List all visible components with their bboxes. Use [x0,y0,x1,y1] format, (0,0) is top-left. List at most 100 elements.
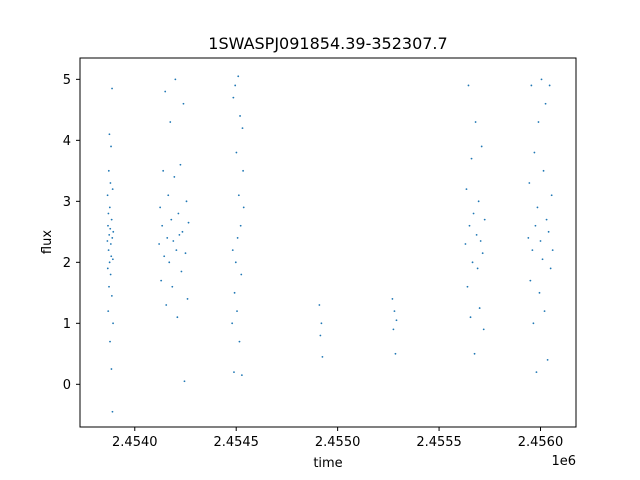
data-point [107,310,110,313]
data-point [467,84,470,87]
data-point [159,206,162,209]
data-point [533,151,536,154]
data-point [543,310,546,313]
y-tick-label: 2 [63,256,71,271]
data-point [108,133,111,136]
data-point [321,355,324,358]
data-point [173,176,176,178]
data-point [466,285,469,288]
data-point [394,352,397,355]
data-point [395,319,398,322]
data-point [479,240,482,242]
plot-frame [79,57,577,428]
data-point [183,380,186,383]
data-point [109,243,112,245]
data-point [181,230,184,233]
data-point [111,258,114,261]
data-point [468,224,471,227]
data-point [537,121,540,123]
data-point [239,224,242,227]
data-point [549,267,552,270]
data-point [483,218,486,221]
data-point [175,249,178,252]
data-point [106,240,109,242]
data-point [167,194,170,197]
x-axis-label: time [313,456,342,471]
data-point [538,291,541,294]
data-point [536,206,539,209]
data-point [532,322,535,325]
data-point [470,157,473,160]
data-point [465,188,468,191]
data-point [180,270,183,273]
data-point [238,340,241,343]
data-point [240,374,243,377]
data-point [111,87,113,90]
x-tick-label: 2.4555 [416,435,462,450]
data-point [531,249,534,252]
data-point [242,206,245,209]
data-point [481,252,484,255]
data-point [318,304,321,306]
data-point [107,169,110,172]
data-point [469,316,472,319]
data-point [534,224,537,227]
data-point [158,243,161,245]
data-point [234,261,237,264]
data-point [236,237,239,239]
data-point [109,227,112,230]
data-point [164,90,167,93]
data-point [108,261,111,264]
data-point [109,273,112,276]
data-point [107,249,110,252]
data-point [112,322,114,325]
data-point [551,249,554,252]
data-point [106,194,109,197]
data-point [106,267,109,270]
data-point [111,410,114,413]
data-point [530,84,533,87]
data-point [544,102,547,105]
data-point [539,240,542,242]
data-point [169,121,172,123]
data-point [535,371,538,374]
data-point [471,261,474,264]
data-point [111,237,114,239]
data-point [528,182,531,184]
data-point [170,218,173,221]
data-point [108,233,111,236]
y-tick-label: 3 [63,195,71,210]
y-tick-label: 1 [63,317,71,332]
data-point [547,230,550,233]
x-tick-label: 2.4540 [112,435,158,450]
data-point [107,224,109,227]
data-point [187,221,190,224]
data-point [107,212,110,215]
data-point [242,169,245,172]
data-point [184,252,187,255]
data-point [237,75,240,78]
x-offset-label: 1e6 [551,454,576,469]
data-point [482,328,485,331]
data-point [110,145,112,148]
data-point [542,169,545,172]
y-tick-label: 0 [63,378,71,393]
data-point [163,255,166,258]
x-tick-label: 2.4550 [315,435,361,450]
data-point [391,298,394,300]
data-point [110,255,113,258]
data-point [472,212,475,215]
data-point [231,249,234,252]
x-tick-label: 2.4560 [518,435,564,450]
data-point [320,322,323,325]
data-point [109,340,111,343]
data-point [110,294,113,297]
data-point [172,240,175,242]
data-point [550,194,553,197]
data-point [232,96,235,99]
data-point [177,212,180,215]
data-point [480,145,483,148]
data-point [109,182,112,184]
